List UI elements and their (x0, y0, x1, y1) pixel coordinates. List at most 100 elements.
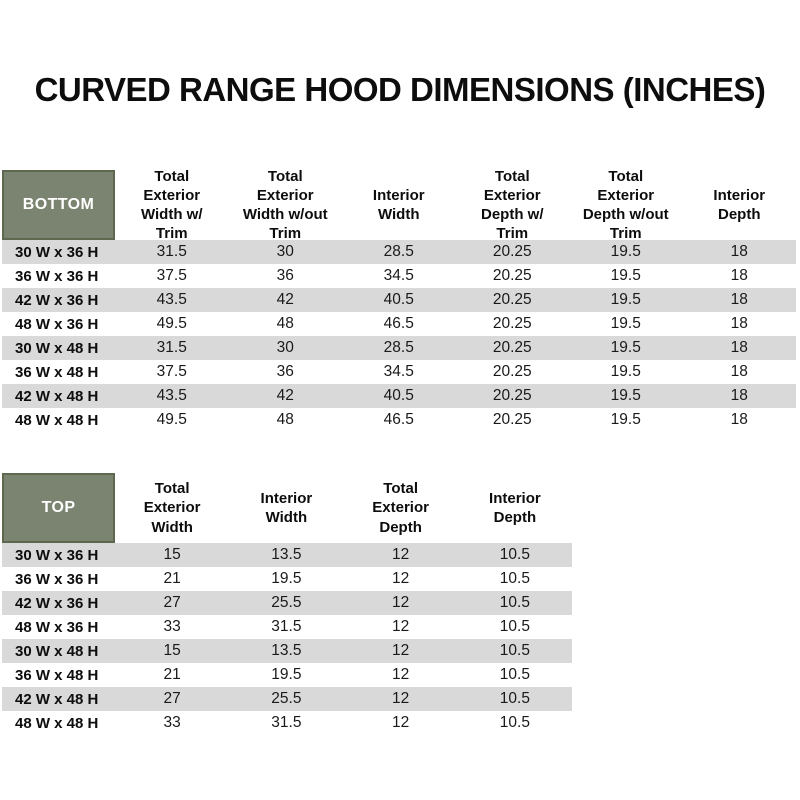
bottom-column-header-5: Interior Depth (713, 186, 766, 223)
cell-value-2: 28.5 (383, 243, 414, 260)
cell-value-2: 12 (392, 690, 410, 707)
bottom-table-row: 36 W x 48 H 37.5 36 34.5 20.25 19.5 18 (2, 360, 796, 384)
cell-value-4: 19.5 (610, 315, 641, 332)
row-label: 36 W x 36 H (15, 267, 99, 285)
bottom-column-header-4: Total Exterior Depth w/out Trim (582, 167, 669, 243)
top-column-header-2: Total Exterior Depth (372, 480, 429, 536)
row-label: 36 W x 36 H (15, 570, 99, 588)
cell-value-2: 12 (392, 642, 410, 659)
cell-value-1: 31.5 (271, 714, 302, 731)
row-label: 36 W x 48 H (15, 363, 99, 381)
row-label: 30 W x 36 H (15, 546, 99, 564)
cell-value-5: 18 (730, 363, 748, 380)
cell-value-1: 30 (276, 243, 294, 260)
cell-value-4: 19.5 (610, 363, 641, 380)
cell-value-0: 37.5 (156, 267, 187, 284)
cell-value-3: 20.25 (492, 291, 532, 308)
row-label: 48 W x 36 H (15, 618, 99, 636)
cell-value-3: 10.5 (499, 666, 530, 683)
cell-value-3: 20.25 (492, 339, 532, 356)
top-column-header-0: Total Exterior Width (143, 480, 201, 536)
top-table-row: 48 W x 48 H 33 31.5 12 10.5 (2, 711, 572, 735)
row-label: 30 W x 48 H (15, 642, 99, 660)
cell-value-0: 43.5 (156, 291, 187, 308)
top-table-row: 42 W x 48 H 27 25.5 12 10.5 (2, 687, 572, 711)
cell-value-2: 28.5 (383, 339, 414, 356)
bottom-column-header-3: Total Exterior Depth w/ Trim (481, 167, 544, 243)
cell-value-0: 37.5 (156, 363, 187, 380)
cell-value-1: 42 (276, 387, 294, 404)
top-table-row: 36 W x 36 H 21 19.5 12 10.5 (2, 567, 572, 591)
row-label: 30 W x 36 H (15, 243, 99, 261)
cell-value-2: 12 (392, 618, 410, 635)
cell-value-1: 36 (276, 363, 294, 380)
cell-value-2: 12 (392, 594, 410, 611)
top-table-row: 30 W x 36 H 15 13.5 12 10.5 (2, 543, 572, 567)
cell-value-0: 33 (163, 618, 181, 635)
bottom-table-row: 48 W x 48 H 49.5 48 46.5 20.25 19.5 18 (2, 408, 796, 432)
cell-value-1: 25.5 (271, 594, 302, 611)
cell-value-4: 19.5 (610, 267, 641, 284)
row-label: 36 W x 48 H (15, 666, 99, 684)
cell-value-1: 13.5 (271, 642, 302, 659)
bottom-column-header-0: Total Exterior Width w/ Trim (140, 167, 203, 243)
cell-value-1: 48 (276, 315, 294, 332)
bottom-table-row: 36 W x 36 H 37.5 36 34.5 20.25 19.5 18 (2, 264, 796, 288)
bottom-table-row: 30 W x 36 H 31.5 30 28.5 20.25 19.5 18 (2, 240, 796, 264)
cell-value-3: 10.5 (499, 570, 530, 587)
bottom-table-row: 48 W x 36 H 49.5 48 46.5 20.25 19.5 18 (2, 312, 796, 336)
cell-value-3: 10.5 (499, 690, 530, 707)
cell-value-1: 42 (276, 291, 294, 308)
cell-value-1: 13.5 (271, 546, 302, 563)
cell-value-3: 10.5 (499, 618, 530, 635)
cell-value-5: 18 (730, 291, 748, 308)
row-label: 48 W x 48 H (15, 714, 99, 732)
row-label: 42 W x 48 H (15, 690, 99, 708)
cell-value-2: 12 (392, 570, 410, 587)
cell-value-0: 27 (163, 594, 181, 611)
cell-value-3: 10.5 (499, 714, 530, 731)
cell-value-5: 18 (730, 243, 748, 260)
cell-value-2: 12 (392, 714, 410, 731)
cell-value-2: 40.5 (383, 291, 414, 308)
cell-value-3: 10.5 (499, 594, 530, 611)
cell-value-1: 36 (276, 267, 294, 284)
cell-value-0: 27 (163, 690, 181, 707)
top-table-row: 42 W x 36 H 27 25.5 12 10.5 (2, 591, 572, 615)
cell-value-2: 46.5 (383, 315, 414, 332)
bottom-table-row: 42 W x 48 H 43.5 42 40.5 20.25 19.5 18 (2, 384, 796, 408)
cell-value-0: 33 (163, 714, 181, 731)
cell-value-5: 18 (730, 387, 748, 404)
cell-value-0: 49.5 (156, 411, 187, 428)
cell-value-0: 21 (163, 570, 181, 587)
cell-value-1: 19.5 (271, 570, 302, 587)
cell-value-3: 10.5 (499, 642, 530, 659)
top-corner-label: TOP (2, 473, 115, 543)
cell-value-4: 19.5 (610, 243, 641, 260)
row-label: 30 W x 48 H (15, 339, 99, 357)
cell-value-4: 19.5 (610, 339, 641, 356)
bottom-dimensions-table: BOTTOM Total Exterior Width w/ Trim Total … (2, 167, 796, 432)
bottom-column-header-2: Interior Width (372, 186, 425, 223)
bottom-corner-label: BOTTOM (2, 170, 115, 240)
cell-value-2: 34.5 (383, 267, 414, 284)
bottom-header-row: BOTTOM Total Exterior Width w/ Trim Total … (2, 167, 796, 243)
top-dimensions-table: TOP Total Exterior Width Interior Width Tot… (2, 473, 572, 735)
cell-value-5: 18 (730, 315, 748, 332)
cell-value-3: 20.25 (492, 363, 532, 380)
cell-value-5: 18 (730, 267, 748, 284)
cell-value-3: 20.25 (492, 411, 532, 428)
cell-value-3: 10.5 (499, 546, 530, 563)
top-column-header-3: Interior Depth (489, 489, 541, 526)
cell-value-0: 31.5 (156, 243, 187, 260)
cell-value-4: 19.5 (610, 291, 641, 308)
cell-value-2: 46.5 (383, 411, 414, 428)
row-label: 48 W x 36 H (15, 315, 99, 333)
bottom-table-row: 42 W x 36 H 43.5 42 40.5 20.25 19.5 18 (2, 288, 796, 312)
cell-value-2: 40.5 (383, 387, 414, 404)
cell-value-0: 15 (163, 642, 181, 659)
bottom-table-row: 30 W x 48 H 31.5 30 28.5 20.25 19.5 18 (2, 336, 796, 360)
cell-value-2: 12 (392, 546, 410, 563)
top-table-row: 36 W x 48 H 21 19.5 12 10.5 (2, 663, 572, 687)
